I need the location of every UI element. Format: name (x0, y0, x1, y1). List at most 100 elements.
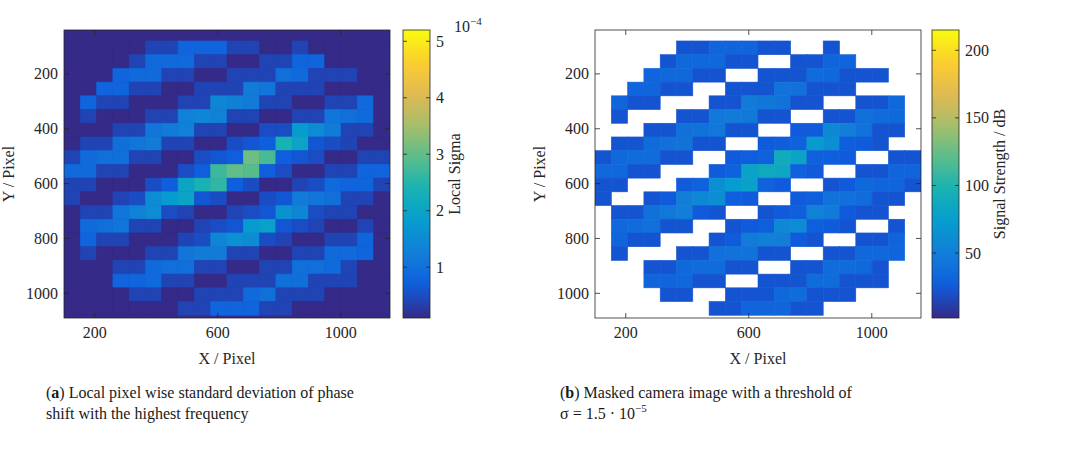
colorbar-tick-label: 4 (436, 89, 444, 106)
heatmap-cell (677, 178, 693, 192)
heatmap-cell (129, 178, 145, 192)
heatmap-cell (146, 178, 162, 192)
heatmap-cell (774, 164, 790, 178)
heatmap-cell (325, 110, 341, 124)
heatmap-cell (276, 206, 292, 220)
multiplier-exponent: −4 (470, 15, 482, 27)
heatmap-cell (628, 151, 644, 165)
heatmap-cell (113, 260, 129, 274)
colorbar-tick-label: 5 (436, 33, 444, 50)
heatmap-cell (97, 288, 113, 302)
heatmap-cell (97, 302, 113, 316)
heatmap-cell (178, 219, 194, 233)
heatmap-cell (325, 288, 341, 302)
heatmap-cell (129, 260, 145, 274)
y-tick (916, 238, 921, 239)
heatmap-cell (80, 123, 96, 137)
heatmap-cell (292, 178, 308, 192)
heatmap-cell (872, 123, 888, 137)
heatmap-cell (357, 137, 373, 151)
heatmap-cell (129, 151, 145, 165)
heatmap-cell (194, 151, 210, 165)
heatmap-cell (227, 233, 243, 247)
heatmap-cell (194, 178, 210, 192)
heatmap-cell (97, 233, 113, 247)
heatmap-cell (823, 110, 839, 124)
heatmap-cell (823, 55, 839, 69)
y-tick (385, 238, 390, 239)
heatmap-cell (162, 206, 178, 220)
heatmap-cell (357, 123, 373, 137)
heatmap-cell (807, 192, 823, 206)
heatmap-cell (178, 41, 194, 55)
colorbar-tick (403, 41, 407, 42)
heatmap-cell (725, 219, 741, 233)
heatmap-cell (628, 164, 644, 178)
heatmap-cell (758, 110, 774, 124)
heatmap-cell (162, 274, 178, 288)
heatmap-cell (146, 137, 162, 151)
heatmap-cell (113, 219, 129, 233)
heatmap-cell (856, 247, 872, 261)
heatmap-cell (276, 68, 292, 82)
heatmap-cell (709, 55, 725, 69)
heatmap-cell (872, 178, 888, 192)
heatmap-cell (611, 178, 627, 192)
heatmap-cell (357, 247, 373, 261)
heatmap-cell (807, 164, 823, 178)
heatmap-cell (64, 164, 80, 178)
heatmap-cell (292, 82, 308, 96)
heatmap-cell (227, 178, 243, 192)
heatmap-cell (194, 302, 210, 316)
heatmap-cell (774, 96, 790, 110)
colorbar-tick (403, 97, 407, 98)
heatmap-cell (774, 233, 790, 247)
heatmap-cell (309, 96, 325, 110)
heatmap-cell (807, 206, 823, 220)
heatmap-cell (742, 164, 758, 178)
heatmap-cell (97, 123, 113, 137)
heatmap-cell (823, 41, 839, 55)
heatmap-cell (742, 247, 758, 261)
heatmap-cell (660, 137, 676, 151)
heatmap-cell (374, 123, 390, 137)
y-tick (385, 183, 390, 184)
heatmap-cell (80, 55, 96, 69)
heatmap-cell (725, 151, 741, 165)
heatmap-cell (677, 55, 693, 69)
heatmap-cell (97, 151, 113, 165)
y-tick-label: 600 (565, 175, 589, 192)
heatmap-cell (64, 41, 80, 55)
heatmap-cell (660, 55, 676, 69)
heatmap-cell (693, 41, 709, 55)
heatmap-cell (758, 164, 774, 178)
heatmap-cell (194, 41, 210, 55)
heatmap-cell (357, 219, 373, 233)
heatmap-cell (162, 164, 178, 178)
heatmap-cell (856, 137, 872, 151)
heatmap-cell (80, 137, 96, 151)
heatmap-cell (292, 288, 308, 302)
heatmap-cell (677, 206, 693, 220)
heatmap-cell (677, 123, 693, 137)
heatmap-cell (80, 206, 96, 220)
heatmap-cell (276, 55, 292, 69)
heatmap-cell (709, 274, 725, 288)
heatmap-cell (243, 55, 259, 69)
heatmap-cell (660, 206, 676, 220)
heatmap-cell (357, 233, 373, 247)
heatmap-cell (644, 123, 660, 137)
heatmap-cell (146, 41, 162, 55)
heatmap-cell (194, 219, 210, 233)
heatmap-cell (774, 151, 790, 165)
heatmap-cell (309, 82, 325, 96)
heatmap-cell (113, 274, 129, 288)
y-tick (595, 128, 600, 129)
colorbar-tick (955, 185, 959, 186)
heatmap-cell (64, 151, 80, 165)
x-tick (625, 313, 626, 318)
heatmap-cell (325, 41, 341, 55)
heatmap-cell (211, 96, 227, 110)
colorbar-tick (426, 41, 430, 42)
heatmap-cell (872, 137, 888, 151)
